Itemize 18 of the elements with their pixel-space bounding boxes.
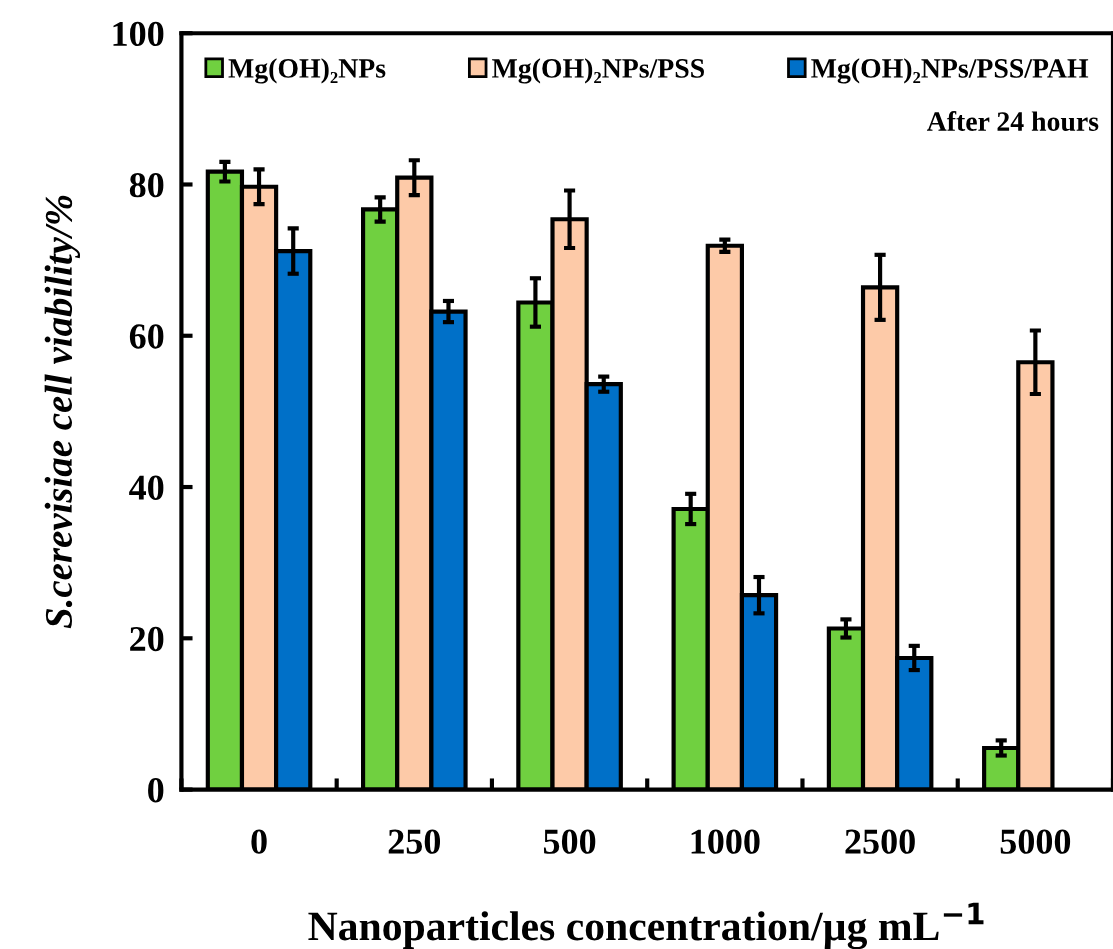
- x-tick-label: 5000: [1000, 829, 1071, 854]
- y-tick-label: 60: [129, 324, 164, 349]
- y-axis-title: S.cerevisiae cell viability/%: [44, 195, 81, 629]
- annotation: After 24 hours: [926, 111, 1099, 131]
- x-tick-label: 2500: [845, 829, 915, 854]
- y-tick-label: 20: [130, 626, 164, 652]
- x-tick-label: 0: [251, 829, 267, 854]
- legend-label: Mg(OH)₂NPs/PSS: [492, 58, 704, 84]
- y-tick-label: 80: [129, 173, 164, 198]
- y-tick-label: 0: [148, 778, 164, 803]
- y-tick-label: 40: [129, 475, 164, 500]
- legend-label: Mg(OH)₂NPs: [228, 58, 386, 84]
- legend-label: Mg(OH)₂NPs/PSS/PAH: [811, 58, 1089, 84]
- x-tick-label: 250: [388, 829, 441, 854]
- x-tick-label: 1000: [691, 829, 760, 854]
- x-tick-label: 500: [543, 829, 596, 854]
- y-tick-label: 100: [113, 21, 164, 47]
- x-axis-title: Nanoparticles concentration/µg mL$^{−1}$: [308, 902, 984, 949]
